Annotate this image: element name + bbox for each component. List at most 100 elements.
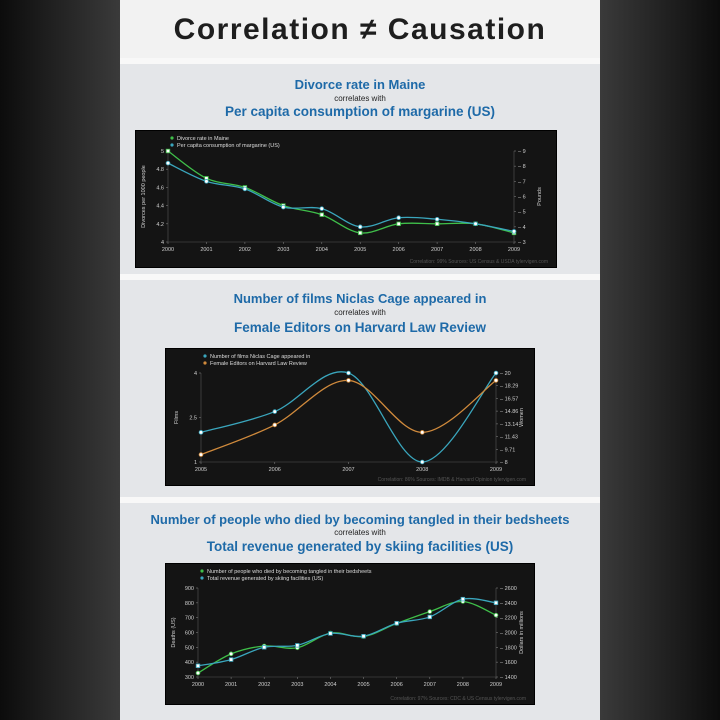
series-line xyxy=(197,600,497,674)
panel-title-2: Female Editors on Harvard Law Review xyxy=(233,320,487,335)
data-point xyxy=(427,614,432,620)
y-right-tick-label: – 16.57 xyxy=(500,396,518,402)
y-left-tick-label: 4 xyxy=(161,240,164,246)
x-tick-label: 2005 xyxy=(195,467,207,473)
x-tick-label: 2008 xyxy=(416,467,428,473)
y-right-tick-label: – 3 xyxy=(518,240,526,246)
y-right-tick-label: – 2000 xyxy=(500,631,517,637)
divider xyxy=(120,274,600,280)
data-point xyxy=(358,230,363,236)
data-point xyxy=(493,612,499,618)
x-tick-label: 2006 xyxy=(269,467,281,473)
panel-title-1: Number of people who died by becoming ta… xyxy=(150,512,570,527)
y-right-tick-label: – 20 xyxy=(500,371,511,377)
data-point xyxy=(419,430,425,435)
x-tick-label: 2008 xyxy=(457,682,469,688)
y-left-tick-label: 800 xyxy=(185,601,194,607)
legend-label: Divorce rate in Maine xyxy=(177,136,229,142)
y-left-tick-label: 400 xyxy=(185,660,194,666)
y-left-tick-label: 900 xyxy=(185,586,194,592)
data-point xyxy=(165,160,171,166)
y-left-tick-label: 4.2 xyxy=(156,222,164,228)
data-point xyxy=(460,596,466,602)
y-left-tick-label: 1 xyxy=(194,460,197,466)
data-point xyxy=(281,204,286,210)
y-right-tick-label: – 4 xyxy=(518,225,526,231)
y-left-tick-label: 4.8 xyxy=(156,167,164,173)
x-tick-label: 2000 xyxy=(192,682,204,688)
chart-svg: 2000 2001 2002 2003 2004 2005 2006 2007 2008 2009… xyxy=(141,136,548,265)
y-left-tick-label: 300 xyxy=(185,675,194,681)
legend-label: Per capita consumption of margarine (US) xyxy=(177,143,280,149)
y-right-axis-label: Dollars in millions xyxy=(519,611,525,654)
data-point xyxy=(228,651,234,657)
chart-bedsheets: 2000 2001 2002 2003 2004 2005 2006 2007 2008 2009… xyxy=(165,563,535,705)
data-point xyxy=(427,609,433,614)
y-right-tick-label: – 8 xyxy=(518,164,526,170)
data-point xyxy=(262,645,267,650)
x-tick-label: 2009 xyxy=(490,467,502,473)
legend-swatch xyxy=(170,136,174,140)
data-point xyxy=(272,422,278,428)
correlates-text: correlates with xyxy=(334,94,386,103)
panel-title-1: Number of films Niclas Cage appeared in xyxy=(233,291,487,306)
y-right-axis-label: Women xyxy=(519,408,525,427)
panel-bedsheets: Number of people who died by becoming ta… xyxy=(120,503,600,720)
x-tick-label: 2002 xyxy=(258,682,270,688)
x-tick-label: 2003 xyxy=(277,247,289,253)
source-footer: Correlation: 99% Sources: US Census & US… xyxy=(410,259,548,265)
x-tick-label: 2001 xyxy=(225,682,237,688)
y-left-tick-label: 4.6 xyxy=(156,185,164,191)
y-left-tick-label: 700 xyxy=(185,616,194,622)
x-tick-label: 2006 xyxy=(393,247,405,253)
legend-swatch xyxy=(200,576,204,580)
panel-cage: Number of films Niclas Cage appeared in … xyxy=(120,280,600,497)
x-tick-label: 2006 xyxy=(391,682,403,688)
data-point xyxy=(493,378,499,383)
x-tick-label: 2009 xyxy=(490,682,502,688)
series-line xyxy=(200,379,497,456)
data-point xyxy=(357,224,363,230)
legend-swatch xyxy=(200,569,204,573)
data-point xyxy=(473,221,478,227)
y-right-tick-label: – 9 xyxy=(518,149,526,155)
data-point xyxy=(242,186,248,192)
data-point xyxy=(195,670,201,676)
panel-title-2: Per capita consumption of margarine (US) xyxy=(224,104,496,119)
chart-svg: 2000 2001 2002 2003 2004 2005 2006 2007 2008 2009… xyxy=(171,569,526,702)
y-right-tick-label: – 14.86 xyxy=(500,409,518,415)
y-right-tick-label: – 13.14 xyxy=(500,422,518,428)
correlates-text: correlates with xyxy=(334,308,386,317)
divider xyxy=(120,58,600,64)
panel-title-2: Total revenue generated by skiing facili… xyxy=(206,539,514,554)
data-point xyxy=(396,221,401,226)
data-point xyxy=(396,215,401,221)
series-line xyxy=(167,162,515,233)
data-point xyxy=(319,206,325,211)
chart-cage: 2005 2006 2007 2008 2009 1 2.5 4 – 8 – 9.71 – 11.4… xyxy=(165,348,535,486)
data-point xyxy=(361,634,366,639)
y-right-tick-label: – 8 xyxy=(500,460,508,466)
x-tick-label: 2003 xyxy=(291,682,303,688)
panel-margarine: Divorce rate in Maine correlates with Pe… xyxy=(120,64,600,274)
data-point xyxy=(419,459,425,465)
x-tick-label: 2007 xyxy=(431,247,443,253)
legend-label: Total revenue generated by skiing facili… xyxy=(207,576,323,582)
data-point xyxy=(346,378,351,383)
divider xyxy=(120,497,600,503)
data-point xyxy=(195,663,201,669)
panel-title-1: Divorce rate in Maine xyxy=(294,77,426,92)
series-line xyxy=(167,150,515,234)
data-point xyxy=(346,370,351,376)
y-left-axis-label: Deaths (US) xyxy=(171,617,177,647)
data-point xyxy=(295,643,300,648)
left-backdrop xyxy=(0,0,120,720)
x-tick-label: 2000 xyxy=(162,247,174,253)
y-right-tick-label: – 7 xyxy=(518,179,526,185)
right-backdrop xyxy=(600,0,720,720)
y-right-tick-label: – 18.29 xyxy=(500,384,518,390)
chart-svg: 2005 2006 2007 2008 2009 1 2.5 4 – 8 – 9.71 – 11.4… xyxy=(174,354,526,483)
data-point xyxy=(394,621,399,626)
legend-swatch xyxy=(203,354,207,358)
x-tick-label: 2005 xyxy=(357,682,369,688)
